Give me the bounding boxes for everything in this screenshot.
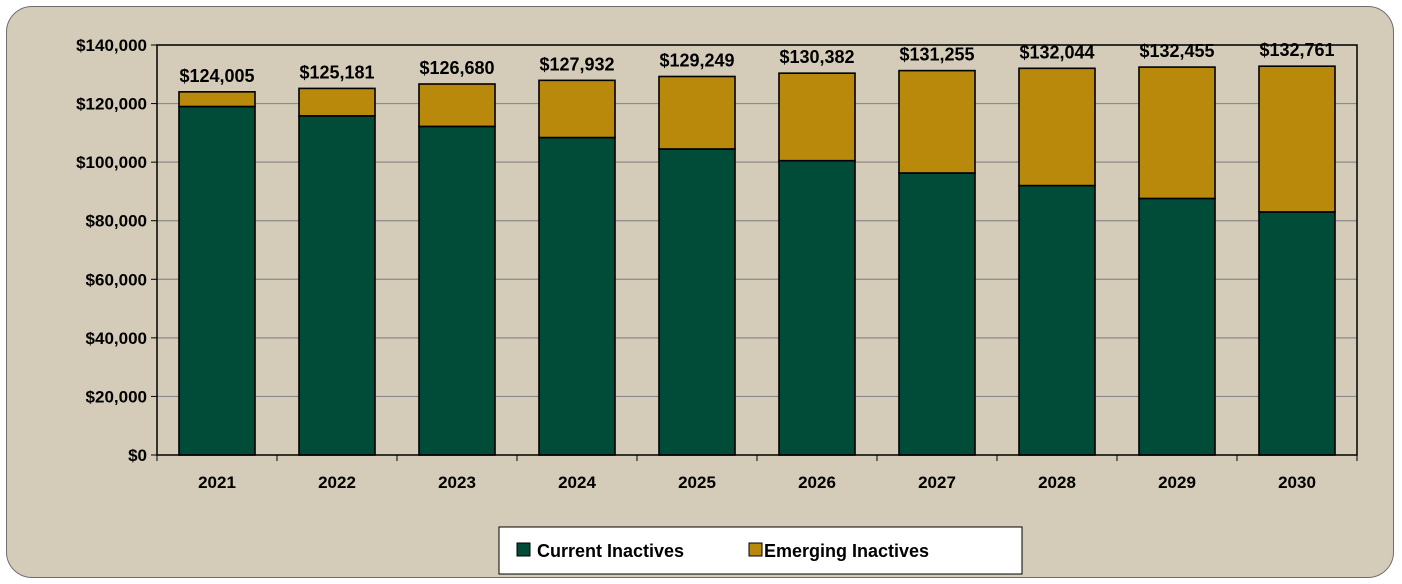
x-tick-label: 2022 <box>318 473 356 492</box>
bar-total-label: $126,680 <box>419 58 494 78</box>
y-tick-label: $40,000 <box>86 329 147 348</box>
bar-current-inactives <box>298 115 376 456</box>
legend: Current Inactives Emerging Inactives <box>498 526 1023 575</box>
bar-emerging-inactives <box>178 91 256 108</box>
bar-total-label: $132,761 <box>1259 40 1334 60</box>
bar-current-inactives <box>418 125 496 456</box>
bar-total-label: $132,044 <box>1019 42 1094 62</box>
bar-emerging-inactives <box>898 69 976 174</box>
y-tick-label: $120,000 <box>76 95 147 114</box>
legend-label-emerging-inactives: Emerging Inactives <box>764 541 929 561</box>
bar-emerging-inactives <box>418 83 496 128</box>
plot-border <box>156 44 1358 456</box>
bar-current-inactives <box>658 148 736 456</box>
bar-emerging-inactives <box>1258 65 1336 213</box>
bar-emerging-inactives <box>298 87 376 117</box>
axes <box>151 44 1358 461</box>
bar-total-label: $132,455 <box>1139 41 1214 61</box>
x-tick-label: 2025 <box>678 473 716 492</box>
bar-emerging-inactives <box>778 72 856 162</box>
x-tick-label: 2030 <box>1278 473 1316 492</box>
bar-current-inactives <box>1138 197 1216 456</box>
bar-current-inactives <box>898 172 976 456</box>
x-tick-label: 2028 <box>1038 473 1076 492</box>
x-tick-label: 2027 <box>918 473 956 492</box>
x-tick-label: 2023 <box>438 473 476 492</box>
y-tick-label: $60,000 <box>86 270 147 289</box>
bar-total-label: $127,932 <box>539 54 614 74</box>
legend-swatch-emerging-inactives <box>748 542 763 557</box>
legend-label-current-inactives: Current Inactives <box>537 541 684 561</box>
bar-emerging-inactives <box>1138 66 1216 200</box>
bar-current-inactives <box>1018 184 1096 456</box>
legend-swatch-current-inactives <box>516 542 531 557</box>
bar-total-label: $125,181 <box>299 62 374 82</box>
y-tick-label: $140,000 <box>76 36 147 55</box>
x-tick-label: 2024 <box>558 473 596 492</box>
y-tick-label: $20,000 <box>86 387 147 406</box>
x-tick-label: 2029 <box>1158 473 1196 492</box>
bar-current-inactives <box>538 136 616 456</box>
y-tick-label: $80,000 <box>86 212 147 231</box>
y-tick-label: $100,000 <box>76 153 147 172</box>
bar-total-label: $124,005 <box>179 66 254 86</box>
bar-emerging-inactives <box>658 75 736 150</box>
bar-total-label: $130,382 <box>779 47 854 67</box>
bar-current-inactives <box>178 105 256 456</box>
x-tick-label: 2021 <box>198 473 236 492</box>
bars <box>178 65 1336 456</box>
x-tick-label: 2026 <box>798 473 836 492</box>
labels: $0 $20,000 $40,000 $60,000 $80,000 $100,000 $1… <box>76 36 1334 492</box>
bar-total-label: $131,255 <box>899 45 974 65</box>
bar-current-inactives <box>778 159 856 456</box>
bar-current-inactives <box>1258 211 1336 456</box>
bar-emerging-inactives <box>1018 67 1096 187</box>
bar-emerging-inactives <box>538 79 616 139</box>
bar-total-label: $129,249 <box>659 50 734 70</box>
y-tick-label: $0 <box>128 446 147 465</box>
